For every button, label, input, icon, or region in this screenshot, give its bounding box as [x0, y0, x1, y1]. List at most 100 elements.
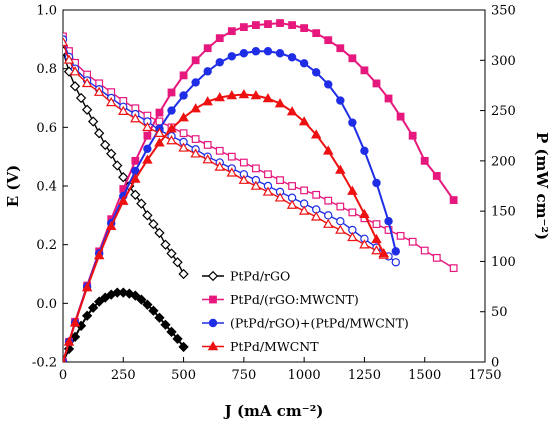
- power-point-circle: [287, 53, 297, 62]
- power-point-circle: [384, 216, 393, 226]
- series-square: [63, 19, 458, 362]
- polarization-point-diamond: [148, 218, 159, 230]
- polarization-point-square: [215, 146, 224, 155]
- polarization-point-triangle: [250, 180, 262, 190]
- power-point-diamond: [94, 296, 105, 307]
- polarization-point-diamond: [112, 160, 123, 171]
- y-left-tick-label: 0.2: [36, 238, 57, 253]
- legend-item-circle: (PtPd/rGO)+(PtPd/MWCNT): [202, 316, 409, 331]
- polarization-point-square: [420, 246, 429, 255]
- polarization-point-square: [264, 170, 272, 179]
- polarization-point-square: [179, 129, 188, 138]
- x-tick-label: 1750: [468, 368, 501, 383]
- legend-marker-circle: [208, 318, 218, 328]
- power-point-circle: [360, 146, 369, 155]
- power-point-triangle: [63, 336, 75, 346]
- polarization-point-square: [449, 264, 458, 273]
- y-right-tick-label: 200: [491, 154, 516, 169]
- power-point-diamond: [87, 302, 99, 313]
- power-point-square: [239, 23, 248, 31]
- legend-label: (PtPd/rGO)+(PtPd/MWCNT): [230, 316, 409, 331]
- power-point-circle: [336, 96, 345, 105]
- power-point-circle: [143, 144, 152, 153]
- power-point-circle: [251, 47, 261, 56]
- y-left-tick-label: 0.6: [36, 121, 57, 136]
- power-point-circle: [324, 80, 333, 89]
- power-point-triangle: [298, 116, 310, 126]
- power-point-diamond: [130, 290, 141, 301]
- power-point-circle: [391, 247, 400, 256]
- power-point-triangle: [262, 93, 274, 103]
- x-tick-label: 1000: [288, 368, 321, 383]
- power-point-triangle: [202, 96, 213, 106]
- y-right-tick-label: 300: [491, 54, 516, 69]
- y-left-tick-label: 1.0: [36, 4, 57, 19]
- power-point-square: [143, 131, 152, 140]
- power-point-triangle: [274, 98, 286, 108]
- polarization-point-triangle: [63, 54, 75, 64]
- polarization-point-circle: [391, 258, 400, 267]
- polarization-point-triangle: [118, 105, 129, 116]
- polarization-line-square: [63, 36, 455, 269]
- polarization-point-triangle: [130, 113, 141, 123]
- power-point-triangle: [69, 317, 81, 327]
- polarization-point-diamond: [100, 139, 111, 151]
- power-point-square: [384, 94, 393, 103]
- power-point-circle: [203, 67, 212, 76]
- polarization-point-triangle: [359, 239, 370, 249]
- power-point-circle: [312, 68, 321, 77]
- power-point-circle: [275, 49, 285, 58]
- power-point-square: [264, 20, 272, 28]
- polarization-point-square: [384, 226, 393, 234]
- x-tick-label: 500: [171, 368, 196, 383]
- power-point-square: [336, 44, 345, 53]
- power-point-square: [191, 56, 200, 65]
- power-point-triangle: [178, 112, 189, 122]
- polarization-point-diamond: [178, 268, 189, 280]
- power-point-diamond: [124, 288, 135, 299]
- power-point-triangle: [130, 173, 141, 183]
- power-point-triangle: [335, 164, 346, 174]
- power-point-triangle: [93, 249, 105, 260]
- polarization-point-triangle: [226, 167, 238, 177]
- power-point-circle: [179, 91, 188, 100]
- power-point-diamond: [154, 312, 165, 323]
- power-point-triangle: [190, 103, 201, 113]
- y-left-tick-label: 0.0: [36, 297, 57, 312]
- polarization-point-square: [324, 196, 333, 205]
- y-right-tick-label: 50: [491, 305, 508, 320]
- power-point-circle: [191, 78, 200, 87]
- polarization-point-diamond: [75, 92, 87, 104]
- power-point-triangle: [238, 89, 250, 99]
- polarization-point-triangle: [274, 192, 286, 202]
- polarization-point-triangle: [347, 231, 358, 242]
- power-point-square: [408, 131, 417, 140]
- polarization-point-square: [203, 141, 212, 149]
- polarization-point-triangle: [154, 127, 165, 137]
- polarization-point-triangle: [286, 199, 298, 209]
- power-point-circle: [215, 58, 224, 67]
- polarization-point-square: [276, 176, 284, 185]
- y-axis-right-title: P (mW cm⁻²): [533, 132, 550, 240]
- y-right-tick-label: 250: [491, 104, 516, 119]
- power-point-square: [312, 29, 321, 38]
- y-right-tick-label: 350: [491, 4, 516, 19]
- legend-marker-diamond: [207, 270, 219, 282]
- polarization-point-triangle: [310, 211, 322, 221]
- power-point-triangle: [250, 90, 262, 100]
- polarization-point-square: [336, 202, 345, 211]
- polarization-point-square: [300, 186, 309, 195]
- x-tick-label: 1250: [348, 368, 381, 383]
- polarization-point-square: [252, 164, 260, 173]
- power-point-square: [203, 44, 212, 53]
- power-point-triangle: [63, 356, 67, 362]
- legend-item-diamond: PtPd/rGO: [202, 269, 290, 284]
- power-point-circle: [299, 59, 309, 68]
- power-point-circle: [167, 106, 176, 115]
- power-point-circle: [239, 49, 249, 58]
- y-left-tick-label: 0.4: [36, 180, 57, 195]
- legend-marker-triangle: [207, 341, 219, 351]
- polarization-point-diamond: [69, 81, 81, 92]
- power-point-square: [300, 24, 309, 33]
